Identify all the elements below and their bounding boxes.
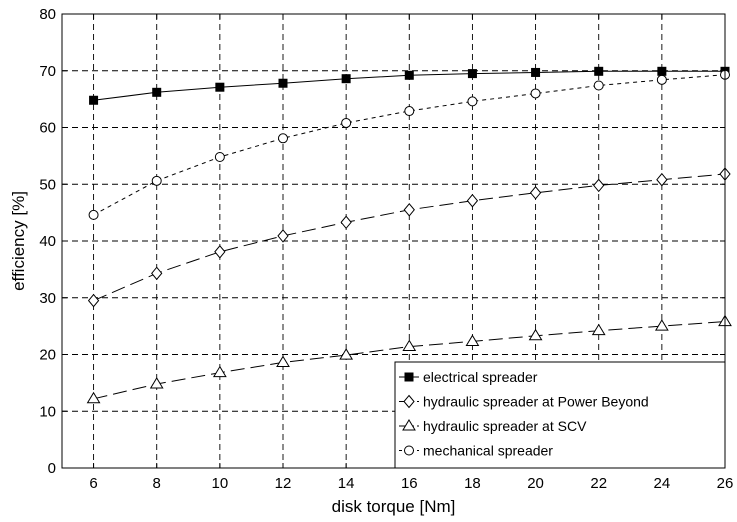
legend-entry: mechanical spreader xyxy=(423,443,553,459)
data-point xyxy=(654,319,669,331)
x-tick-label: 18 xyxy=(464,475,481,492)
data-point xyxy=(466,193,479,208)
legend-marker xyxy=(403,394,415,409)
y-tick-label: 20 xyxy=(39,347,56,364)
x-tick-labels: 6 8 10 12 14 16 18 20 22 24 26 xyxy=(89,475,733,492)
data-point xyxy=(278,78,288,88)
data-point xyxy=(528,328,543,341)
legend-marker xyxy=(404,445,414,456)
data-point xyxy=(529,185,542,200)
data-point xyxy=(341,74,351,84)
data-point xyxy=(278,133,288,144)
y-tick-label: 0 xyxy=(48,460,56,477)
legend-entry: hydraulic spreader at Power Beyond xyxy=(423,394,649,410)
data-point xyxy=(214,152,225,163)
data-point xyxy=(340,215,352,230)
x-tick-label: 16 xyxy=(401,475,418,492)
data-point xyxy=(151,266,163,281)
data-point xyxy=(656,172,668,187)
data-point xyxy=(467,69,477,79)
legend-entry: electrical spreader xyxy=(423,369,538,385)
legend: electrical spreader hydraulic spreader at… xyxy=(394,361,726,469)
legend-marker xyxy=(402,419,416,431)
data-point xyxy=(656,74,667,85)
data-point xyxy=(89,95,99,105)
data-point xyxy=(149,377,164,389)
data-point xyxy=(151,175,162,186)
y-tick-label: 40 xyxy=(39,233,56,250)
y-tick-label: 60 xyxy=(39,120,56,137)
data-point xyxy=(530,88,541,99)
x-tick-label: 10 xyxy=(212,475,229,492)
data-point xyxy=(403,203,415,217)
data-point xyxy=(404,106,415,117)
series-line xyxy=(93,74,726,216)
data-point xyxy=(593,80,604,91)
data-point xyxy=(276,355,290,367)
data-point xyxy=(404,70,414,80)
y-tick-labels: 0 10 20 30 40 50 60 70 80 xyxy=(39,6,56,477)
legend-box xyxy=(394,361,726,469)
data-point xyxy=(467,96,478,107)
data-point xyxy=(593,178,605,193)
data-point xyxy=(594,66,604,76)
data-point xyxy=(212,365,227,378)
data-point xyxy=(591,323,606,336)
y-tick-label: 80 xyxy=(39,6,56,23)
x-axis-label: disk torque [Nm] xyxy=(332,497,456,516)
data-point xyxy=(277,229,289,243)
x-tick-label: 8 xyxy=(153,475,161,492)
data-point xyxy=(215,82,225,92)
x-tick-label: 20 xyxy=(527,475,544,492)
x-tick-label: 12 xyxy=(275,475,292,492)
data-point xyxy=(341,117,352,128)
legend-entry: hydraulic spreader at SCV xyxy=(423,418,587,434)
x-tick-label: 6 xyxy=(89,475,97,492)
x-tick-label: 24 xyxy=(654,475,671,492)
data-point xyxy=(87,293,100,308)
y-tick-label: 30 xyxy=(39,290,56,307)
data-point xyxy=(214,245,226,259)
data-point xyxy=(86,391,101,404)
x-tick-label: 22 xyxy=(590,475,607,492)
data-point xyxy=(531,67,541,77)
legend-marker xyxy=(404,372,414,382)
y-axis-label: efficiency [%] xyxy=(9,191,28,291)
x-tick-label: 14 xyxy=(338,475,355,492)
y-tick-label: 10 xyxy=(39,403,56,420)
data-point xyxy=(657,66,667,76)
data-point xyxy=(152,87,162,97)
data-point xyxy=(465,334,480,346)
y-tick-label: 70 xyxy=(39,63,56,80)
data-point xyxy=(402,339,417,352)
data-point xyxy=(88,209,99,220)
data-point xyxy=(339,348,354,360)
y-tick-label: 50 xyxy=(39,176,56,193)
x-tick-label: 26 xyxy=(717,475,734,492)
